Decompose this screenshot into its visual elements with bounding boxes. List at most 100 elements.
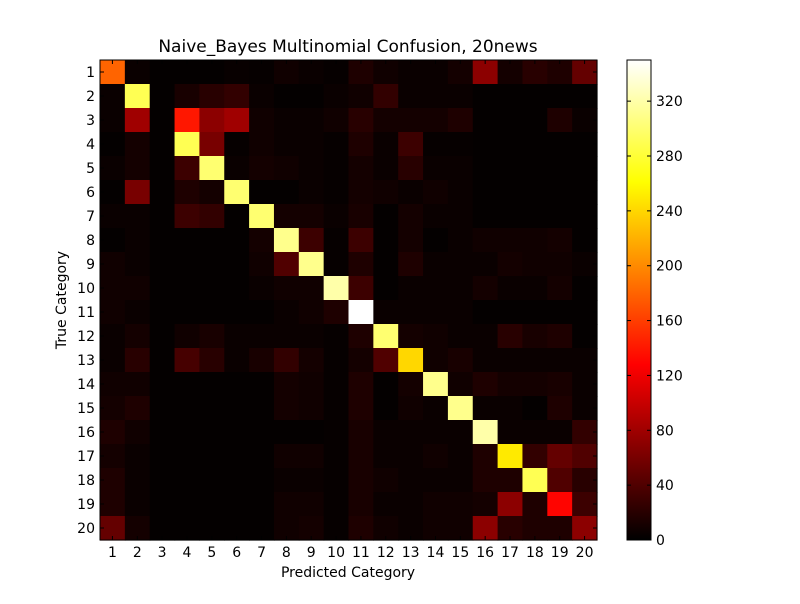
heatmap-cell [249,444,275,469]
y-tick-label: 17 [77,449,95,465]
x-tick-label: 14 [427,545,445,561]
heatmap-cell [398,396,424,421]
heatmap-cell [398,132,424,157]
heatmap-cell [373,276,399,301]
heatmap-cell [323,396,350,421]
heatmap-cell [472,108,499,133]
heatmap-cell [174,180,200,205]
heatmap-cell [174,300,200,325]
heatmap-cell [174,396,200,421]
heatmap-cell [249,204,275,229]
heatmap-cell [298,156,325,181]
heatmap-cell [249,108,275,133]
plot-frame [99,59,598,541]
heatmap-cell [497,348,524,373]
heatmap-cell [522,372,548,397]
heatmap-cell [348,228,374,253]
heatmap-cell [149,300,176,325]
heatmap-cell [273,108,300,133]
heatmap-cell [497,420,524,445]
heatmap-cell [423,132,449,157]
heatmap-cell [472,276,499,301]
x-tick-label: 3 [158,545,167,561]
x-tick-label: 8 [282,545,291,561]
heatmap-cell [423,372,449,397]
x-tick-label: 20 [576,545,594,561]
heatmap-cell [547,324,573,349]
heatmap-cell [497,180,524,205]
heatmap-cell [348,324,374,349]
heatmap-cell [100,84,126,109]
heatmap-cell [323,300,350,325]
heatmap-cell [373,228,399,253]
heatmap-cell [199,276,225,301]
x-tick-label: 13 [402,545,420,561]
heatmap-cell [273,300,300,325]
heatmap-cell [447,108,474,133]
heatmap-cell [323,228,350,253]
heatmap-cell [298,60,325,85]
heatmap-cell [423,468,449,493]
heatmap-cell [323,132,350,157]
heatmap-cell [398,468,424,493]
heatmap-cell [124,324,151,349]
heatmap-cell [149,252,176,277]
heatmap-cell [423,324,449,349]
heatmap-cell [522,228,548,253]
heatmap-cell [273,132,300,157]
heatmap-cell [373,468,399,493]
heatmap-cell [497,468,524,493]
heatmap-cell [224,372,250,397]
heatmap-cell [124,468,151,493]
y-tick-label: 9 [86,257,95,273]
y-tick-label: 20 [77,521,95,537]
heatmap-cell [224,276,250,301]
heatmap-cell [298,108,325,133]
heatmap-cell [199,420,225,445]
heatmap-cell [472,420,499,445]
heatmap-cell [348,468,374,493]
heatmap-cell [298,348,325,373]
heatmap-cell [273,372,300,397]
heatmap-cell [100,396,126,421]
heatmap-cell [298,492,325,517]
heatmap-cell [447,492,474,517]
heatmap-cell [323,468,350,493]
heatmap-cell [447,396,474,421]
heatmap-cell [472,180,499,205]
heatmap-cell [497,300,524,325]
heatmap-cell [124,300,151,325]
heatmap-cell [447,324,474,349]
heatmap-cell [373,396,399,421]
heatmap-cell [472,60,499,85]
heatmap-cell [124,252,151,277]
heatmap-cell [124,348,151,373]
colorbar-tick-label: 320 [656,94,683,110]
heatmap-cell [323,180,350,205]
heatmap-cell [323,348,350,373]
heatmap-cell [273,156,300,181]
heatmap-cell [373,444,399,469]
heatmap-cell [522,396,548,421]
heatmap-cell [373,180,399,205]
heatmap-cell [249,84,275,109]
heatmap-cell [174,468,200,493]
heatmap-cell [124,84,151,109]
heatmap-cell [522,492,548,517]
heatmap-cell [298,84,325,109]
heatmap-cell [497,156,524,181]
heatmap-cell [249,156,275,181]
heatmap-cell [547,468,573,493]
heatmap-cell [522,132,548,157]
heatmap-cell [398,204,424,229]
heatmap-cell [447,204,474,229]
heatmap-cell [249,372,275,397]
heatmap-cell [472,396,499,421]
heatmap-cell [273,492,300,517]
heatmap-cell [224,180,250,205]
heatmap-cell [398,252,424,277]
heatmap-cell [249,228,275,253]
heatmap-cell [224,84,250,109]
heatmap-cell [124,180,151,205]
heatmap-cell [273,228,300,253]
